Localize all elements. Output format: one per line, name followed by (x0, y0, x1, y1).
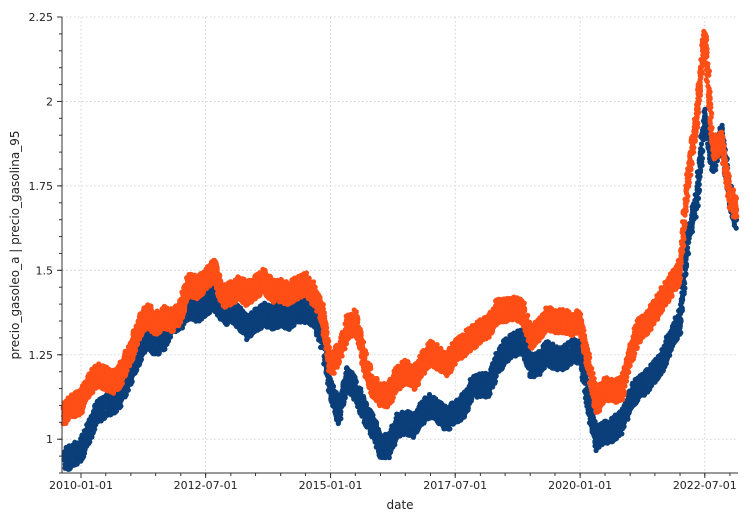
data-point (92, 426, 98, 432)
data-point (492, 378, 498, 384)
data-point (353, 379, 359, 385)
data-point (87, 439, 93, 445)
data-points (60, 28, 740, 472)
data-point (108, 412, 114, 418)
data-point (125, 387, 131, 393)
data-point (138, 356, 144, 362)
data-point (335, 420, 341, 427)
series-1 (61, 106, 740, 472)
data-point (116, 402, 123, 408)
data-point (486, 389, 492, 395)
data-point (358, 389, 364, 395)
data-point (113, 408, 119, 414)
data-point (167, 334, 174, 340)
grid (62, 16, 738, 473)
data-point (89, 434, 95, 440)
